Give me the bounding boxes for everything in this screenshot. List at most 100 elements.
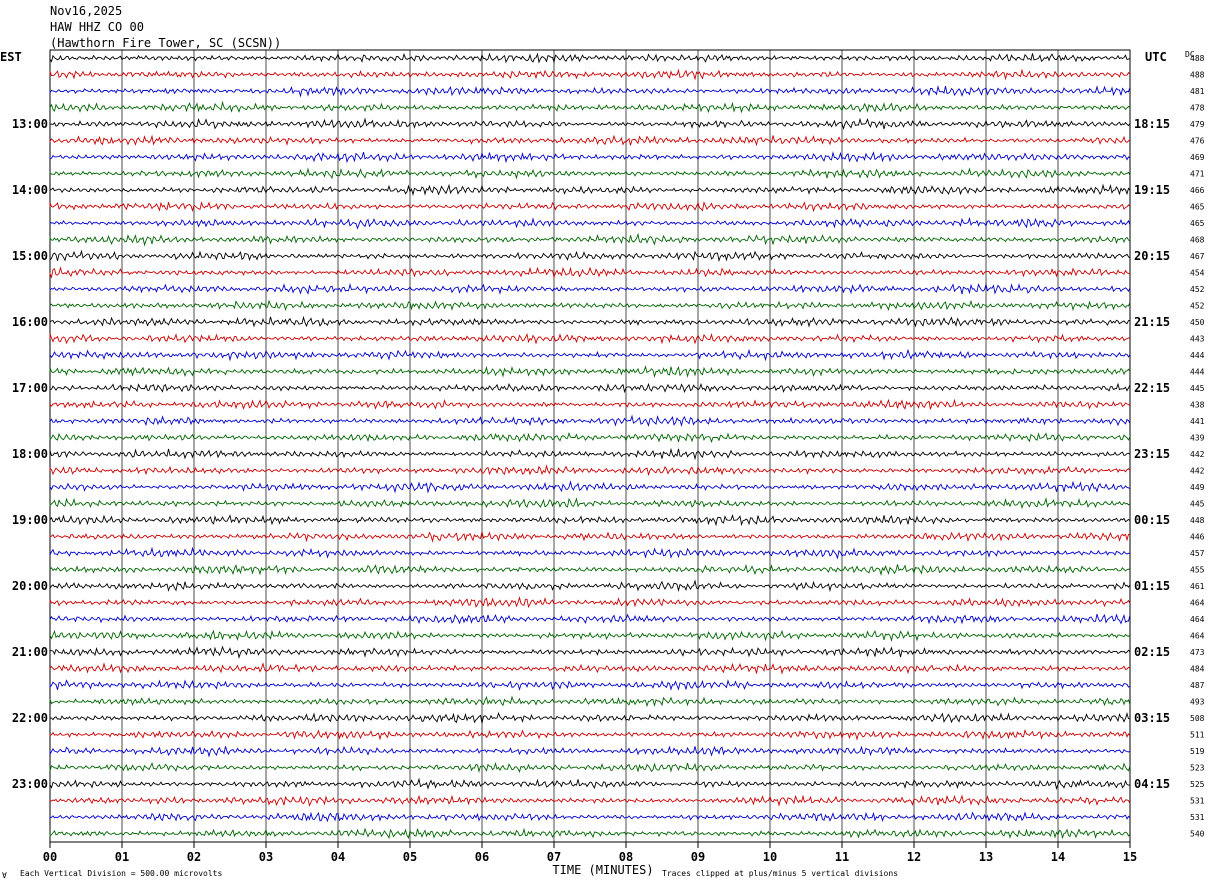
right-hour-label: 22:15 bbox=[1134, 381, 1170, 395]
corner-mark: ∀ bbox=[2, 871, 7, 880]
dc-value-label: 446 bbox=[1190, 533, 1205, 542]
dc-value-label: 540 bbox=[1190, 830, 1205, 839]
dc-value-label: 481 bbox=[1190, 87, 1205, 96]
trace-line bbox=[49, 315, 1130, 328]
dc-value-label: 478 bbox=[1190, 104, 1205, 113]
trace-line bbox=[49, 613, 1131, 625]
utc-label: UTC bbox=[1145, 50, 1167, 64]
x-tick-label: 06 bbox=[475, 850, 489, 864]
left-hour-label: 14:00 bbox=[12, 183, 48, 197]
trace-line bbox=[49, 645, 1131, 660]
trace-line bbox=[49, 711, 1130, 724]
right-hour-label: 02:15 bbox=[1134, 645, 1170, 659]
trace-line bbox=[49, 365, 1131, 378]
trace-line bbox=[49, 563, 1131, 577]
dc-value-label: 438 bbox=[1190, 401, 1205, 410]
left-hour-label: 22:00 bbox=[12, 711, 48, 725]
dc-value-label: 525 bbox=[1190, 780, 1205, 789]
scale-note: Each Vertical Division = 500.00 microvol… bbox=[20, 869, 222, 878]
dc-value-label: 466 bbox=[1190, 186, 1205, 195]
x-tick-label: 11 bbox=[835, 850, 849, 864]
x-tick-label: 09 bbox=[691, 850, 705, 864]
right-hour-label: 01:15 bbox=[1134, 579, 1170, 593]
right-hour-label: 00:15 bbox=[1134, 513, 1170, 527]
dc-value-label: 445 bbox=[1190, 500, 1205, 509]
right-hour-label: 21:15 bbox=[1134, 315, 1170, 329]
dc-value-label: 465 bbox=[1190, 219, 1205, 228]
trace-line bbox=[49, 183, 1131, 197]
left-hour-label: 20:00 bbox=[12, 579, 48, 593]
dc-value-label: 473 bbox=[1190, 648, 1205, 657]
dc-value-label: 519 bbox=[1190, 747, 1205, 756]
dc-value-label: 443 bbox=[1190, 335, 1205, 344]
left-hour-label: 15:00 bbox=[12, 249, 48, 263]
x-tick-label: 07 bbox=[547, 850, 561, 864]
trace-line bbox=[49, 811, 1131, 823]
x-tick-label: 12 bbox=[907, 850, 921, 864]
trace-line bbox=[49, 398, 1131, 410]
trace-line bbox=[49, 761, 1131, 774]
trace-line bbox=[49, 497, 1131, 510]
trace-line bbox=[49, 249, 1131, 263]
dc-value-label: 531 bbox=[1190, 797, 1205, 806]
dc-value-label: 455 bbox=[1190, 566, 1205, 575]
x-tick-label: 08 bbox=[619, 850, 633, 864]
left-hour-label: 23:00 bbox=[12, 777, 48, 791]
trace-line bbox=[49, 695, 1131, 708]
dc-value-label: 452 bbox=[1190, 302, 1205, 311]
dc-value-label: 465 bbox=[1190, 203, 1205, 212]
trace-line bbox=[49, 546, 1131, 560]
trace-line bbox=[49, 151, 1131, 164]
dc-value-label: 479 bbox=[1190, 120, 1205, 129]
x-tick-label: 14 bbox=[1051, 850, 1065, 864]
trace-line bbox=[49, 68, 1131, 81]
trace-line bbox=[49, 579, 1131, 593]
trace-line bbox=[49, 679, 1131, 691]
station-label: HAW HHZ CO 00 bbox=[50, 20, 144, 34]
left-hour-label: 19:00 bbox=[12, 513, 48, 527]
trace-line bbox=[49, 728, 1131, 741]
dc-value-label: 487 bbox=[1190, 681, 1205, 690]
trace-line bbox=[49, 531, 1131, 543]
trace-line bbox=[49, 167, 1131, 180]
x-tick-label: 15 bbox=[1123, 850, 1137, 864]
x-tick-label: 01 bbox=[115, 850, 129, 864]
trace-line bbox=[49, 117, 1131, 130]
dc-value-label: 476 bbox=[1190, 137, 1205, 146]
trace-line bbox=[49, 201, 1131, 213]
trace-line bbox=[49, 100, 1131, 114]
plot-border bbox=[49, 49, 1131, 843]
dc-value-label: 468 bbox=[1190, 236, 1205, 245]
left-hour-label: 13:00 bbox=[12, 117, 48, 131]
dc-value-label: 508 bbox=[1190, 714, 1205, 723]
trace-line bbox=[49, 414, 1131, 428]
dc-value-label: 493 bbox=[1190, 698, 1205, 707]
dc-value-label: 457 bbox=[1190, 549, 1205, 558]
left-hour-label: 18:00 bbox=[12, 447, 48, 461]
x-tick-label: 05 bbox=[403, 850, 417, 864]
clip-note: Traces clipped at plus/minus 5 vertical … bbox=[662, 869, 898, 878]
dc-value-label: 441 bbox=[1190, 417, 1205, 426]
dc-value-label: 471 bbox=[1190, 170, 1205, 179]
trace-line bbox=[49, 348, 1131, 362]
left-hour-label: 17:00 bbox=[12, 381, 48, 395]
dc-label: DC bbox=[1185, 50, 1195, 59]
dc-value-label: 449 bbox=[1190, 483, 1205, 492]
dc-value-label: 445 bbox=[1190, 384, 1205, 393]
trace-line bbox=[49, 216, 1131, 230]
x-tick-label: 03 bbox=[259, 850, 273, 864]
date-label: Nov16,2025 bbox=[50, 4, 123, 18]
dc-value-label: 454 bbox=[1190, 269, 1205, 278]
trace-line bbox=[49, 447, 1131, 461]
right-hour-label: 19:15 bbox=[1134, 183, 1170, 197]
trace-line bbox=[49, 134, 1131, 147]
dc-value-label: 464 bbox=[1190, 615, 1205, 624]
trace-line bbox=[49, 232, 1131, 247]
x-tick-label: 10 bbox=[763, 850, 777, 864]
trace-line bbox=[49, 52, 1131, 64]
trace-line bbox=[49, 662, 1131, 675]
dc-value-label: 488 bbox=[1190, 71, 1205, 80]
left-hour-label: 16:00 bbox=[12, 315, 48, 329]
